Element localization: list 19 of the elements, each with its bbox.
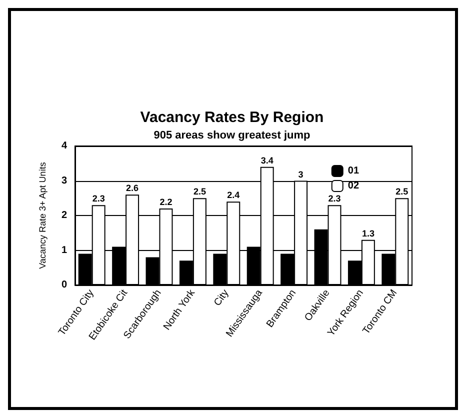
y-tick-label: 4 bbox=[61, 140, 68, 152]
y-tick-label: 1 bbox=[61, 244, 68, 256]
data-label: 2.3 bbox=[328, 194, 341, 204]
data-label: 2.6 bbox=[126, 183, 139, 194]
chart-subtitle: 905 areas show greatest jump bbox=[154, 130, 311, 142]
y-axis-title: Vacancy Rate 3+ Apt Units bbox=[38, 162, 48, 269]
y-tick-label: 3 bbox=[61, 175, 68, 186]
data-label: 2.4 bbox=[227, 190, 240, 200]
data-label: 2.2 bbox=[160, 197, 172, 208]
chart-title: Vacancy Rates By Region bbox=[140, 109, 324, 126]
data-label: 3 bbox=[298, 169, 304, 180]
data-label: 3.4 bbox=[260, 155, 274, 166]
y-tick-label: 0 bbox=[61, 280, 68, 290]
data-label: 2.5 bbox=[396, 186, 408, 197]
data-label: 2.5 bbox=[193, 186, 206, 197]
legend-label: 01 bbox=[348, 166, 360, 176]
data-label: 2.3 bbox=[92, 194, 105, 204]
data-label: 1.3 bbox=[362, 228, 374, 238]
y-tick-label: 2 bbox=[61, 210, 68, 221]
